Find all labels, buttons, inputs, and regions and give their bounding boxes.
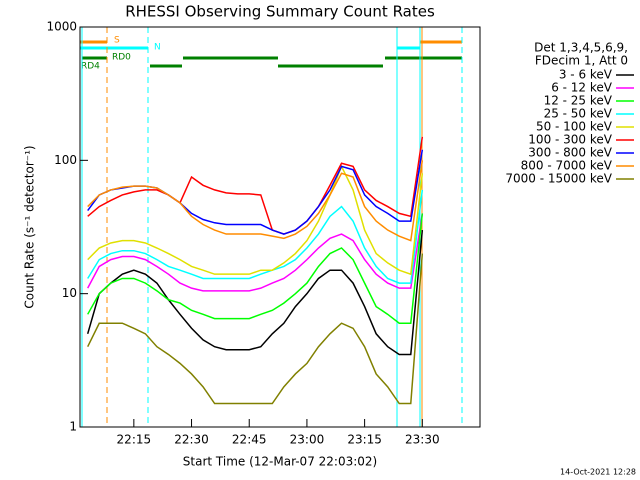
series-line [87, 213, 424, 324]
footer: 14-Oct-2021 12:28 [560, 468, 636, 477]
legend-label: 12 - 25 keV [544, 94, 613, 108]
flag-label: N [154, 43, 161, 53]
legend-label: 3 - 6 keV [559, 68, 613, 82]
y-tick-label: 100 [54, 153, 77, 167]
series-line [87, 189, 424, 284]
y-axis-label: Count Rate (s⁻¹ detector⁻¹) [23, 145, 37, 308]
chart-title: RHESSI Observing Summary Count Rates [125, 3, 435, 21]
flag-label: S [114, 36, 120, 46]
x-tick-label: 22:45 [232, 433, 267, 447]
y-tick-label: 1 [69, 420, 77, 434]
x-tick-label: 23:30 [405, 433, 440, 447]
series-line [87, 160, 424, 242]
legend-label: 50 - 100 keV [536, 120, 613, 134]
legend-label: 25 - 50 keV [544, 107, 613, 121]
plot-frame [79, 26, 481, 428]
series-line [86, 229, 424, 356]
legend-label: 800 - 7000 keV [521, 159, 613, 173]
series-line [87, 136, 424, 235]
x-tick-label: 22:15 [117, 433, 152, 447]
y-tick-label: 10 [62, 286, 77, 300]
legend-header: FDecim 1, Att 0 [535, 54, 628, 68]
x-axis-label: Start Time (12-Mar-07 22:03:02) [183, 455, 377, 469]
legend-label: 7000 - 15000 keV [505, 172, 612, 186]
x-tick-label: 23:15 [347, 433, 382, 447]
flag-label: RD4 [81, 62, 100, 72]
x-tick-label: 23:00 [290, 433, 325, 447]
flag-bars: S N RD0 RD4 [80, 27, 463, 427]
series-line [87, 253, 424, 405]
flag-label: RD0 [112, 53, 131, 63]
y-tick-label: 1000 [46, 20, 77, 34]
legend-header: Det 1,3,4,5,6,9, [534, 41, 628, 55]
legend-label: 300 - 800 keV [528, 146, 612, 160]
legend-label: 6 - 12 keV [551, 81, 613, 95]
legend-label: 100 - 300 keV [528, 133, 612, 147]
x-tick-label: 22:30 [174, 433, 209, 447]
series-line [87, 164, 424, 276]
series-line [87, 213, 424, 292]
